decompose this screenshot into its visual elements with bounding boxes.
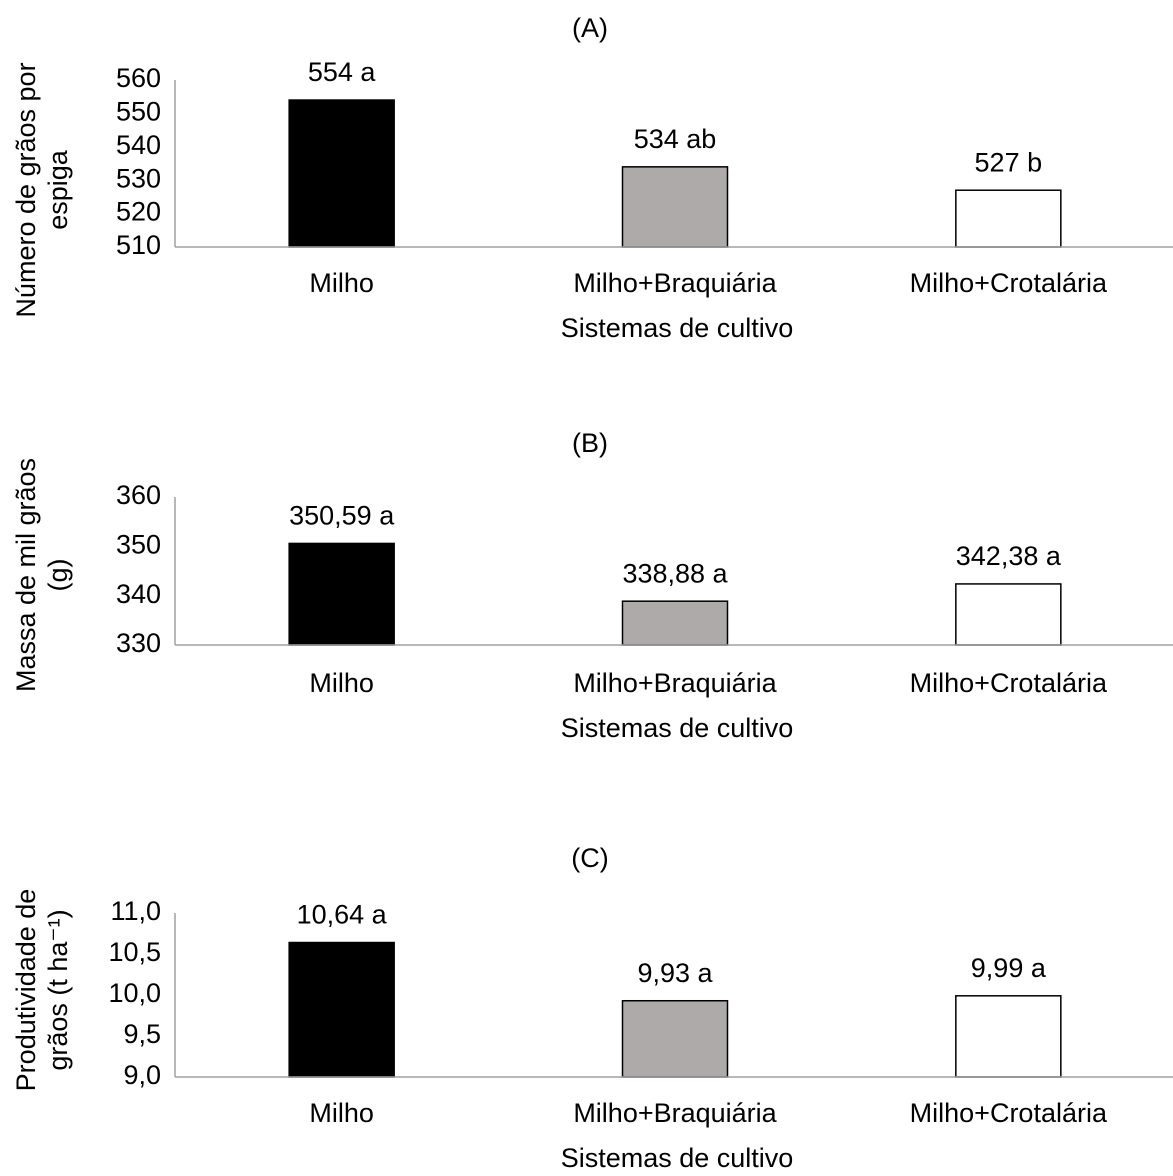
x-tick-label: Milho+Braquiária bbox=[573, 1098, 777, 1128]
y-tick-label: 9,5 bbox=[123, 1019, 161, 1049]
y-tick-label: 520 bbox=[116, 197, 161, 227]
bar bbox=[621, 999, 729, 1078]
y-tick-label: 540 bbox=[116, 130, 161, 160]
y-axis-title: Número de grãos por espiga bbox=[11, 62, 73, 317]
data-label: 10,64 a bbox=[297, 900, 388, 930]
data-label: 9,93 a bbox=[637, 958, 713, 988]
y-tick-label: 10,0 bbox=[108, 978, 161, 1008]
y-tick-label: 11,0 bbox=[110, 896, 161, 926]
x-axis-title: Sistemas de cultivo bbox=[561, 713, 794, 743]
bar bbox=[288, 99, 395, 248]
bar bbox=[955, 189, 1062, 248]
x-tick-label: Milho bbox=[309, 268, 374, 298]
x-axis-title: Sistemas de cultivo bbox=[561, 1143, 794, 1173]
y-tick-label: 550 bbox=[116, 97, 161, 127]
x-axis-title: Sistemas de cultivo bbox=[561, 313, 794, 343]
y-axis-title-line: (g) bbox=[43, 559, 73, 592]
data-label: 338,88 a bbox=[622, 558, 728, 588]
bar bbox=[621, 166, 729, 248]
y-tick-label: 360 bbox=[116, 480, 161, 510]
y-tick-label: 10,5 bbox=[108, 937, 161, 967]
bar bbox=[955, 583, 1062, 646]
y-tick-label: 340 bbox=[116, 579, 161, 609]
x-tick-label: Milho bbox=[309, 668, 374, 698]
chart-title: (B) bbox=[572, 428, 608, 458]
data-label: 342,38 a bbox=[956, 541, 1062, 571]
chart-title: (C) bbox=[571, 843, 608, 873]
bar bbox=[621, 600, 729, 646]
bar bbox=[288, 542, 395, 646]
y-tick-label: 9,0 bbox=[123, 1060, 161, 1090]
y-axis-title: Massa de mil grãos (g) bbox=[11, 458, 73, 692]
y-tick-label: 510 bbox=[116, 230, 161, 260]
y-tick-label: 530 bbox=[116, 163, 161, 193]
x-tick-label: Milho+Crotalária bbox=[910, 1098, 1108, 1128]
data-label: 554 a bbox=[308, 57, 377, 87]
data-label: 527 b bbox=[975, 147, 1043, 177]
y-axis-title-line: Massa de mil grãos bbox=[11, 458, 41, 692]
y-axis-title-line: grãos (t ha⁻¹) bbox=[43, 909, 73, 1070]
y-axis-title-line: espiga bbox=[43, 149, 73, 230]
y-tick-label: 560 bbox=[116, 63, 161, 93]
data-label: 9,99 a bbox=[971, 953, 1047, 983]
bar bbox=[955, 995, 1062, 1078]
chart-title: (A) bbox=[572, 13, 608, 43]
x-tick-label: Milho+Braquiária bbox=[573, 668, 777, 698]
data-label: 534 ab bbox=[634, 124, 717, 154]
x-tick-label: Milho+Crotalária bbox=[910, 268, 1108, 298]
y-tick-label: 330 bbox=[116, 628, 161, 658]
y-axis-title: Produtividade de grãos (t ha⁻¹) bbox=[11, 889, 73, 1092]
y-axis-title-line: Produtividade de bbox=[11, 889, 41, 1092]
bar bbox=[288, 941, 395, 1078]
x-tick-label: Milho+Braquiária bbox=[573, 268, 777, 298]
x-tick-label: Milho bbox=[309, 1098, 374, 1128]
data-label: 350,59 a bbox=[289, 501, 395, 531]
x-tick-label: Milho+Crotalária bbox=[910, 668, 1108, 698]
y-tick-label: 350 bbox=[116, 529, 161, 559]
y-axis-title-line: Número de grãos por bbox=[11, 62, 41, 317]
